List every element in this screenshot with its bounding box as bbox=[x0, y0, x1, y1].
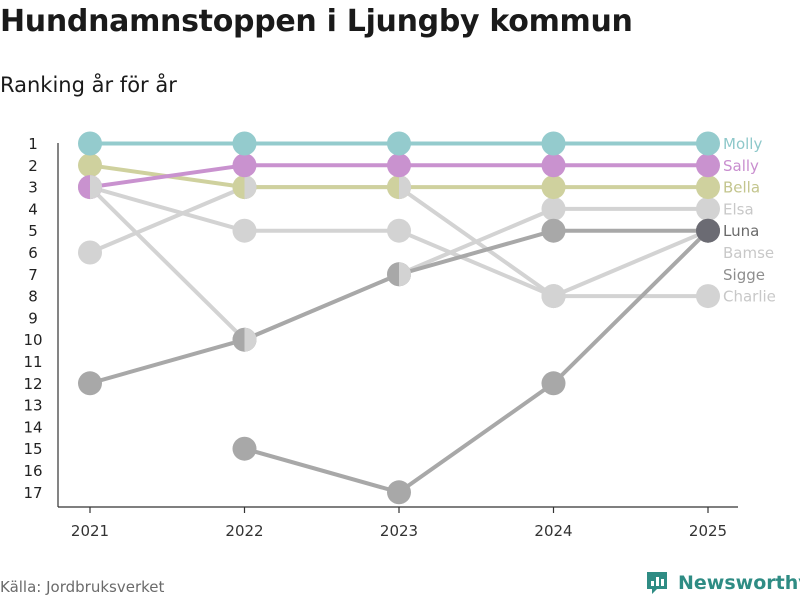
point-tie-half-charlie bbox=[553, 284, 566, 309]
chart-title: Hundnamnstoppen i Ljungby kommun bbox=[0, 4, 633, 39]
point-tie-half-elsa bbox=[90, 175, 102, 200]
y-tick-label: 10 bbox=[23, 331, 42, 349]
y-tick-label: 2 bbox=[28, 157, 38, 175]
point-tie-half-charlie bbox=[399, 175, 411, 200]
point-sally bbox=[696, 153, 720, 178]
end-label-luna: Luna bbox=[723, 222, 759, 240]
newsworthy-logo-icon bbox=[647, 572, 667, 594]
y-tick-label: 13 bbox=[23, 397, 42, 415]
point-tie-half-charlie bbox=[244, 175, 257, 200]
point-sally bbox=[232, 153, 257, 178]
y-tick-label: 7 bbox=[28, 266, 38, 284]
series-end-labels: Charlie Bamse Elsa Sigge Luna Bella Sally Molly bbox=[723, 135, 776, 306]
point-molly bbox=[78, 131, 102, 156]
point-luna bbox=[541, 218, 566, 243]
x-tick-label: 2021 bbox=[71, 522, 109, 540]
point-molly bbox=[232, 131, 257, 156]
point-molly bbox=[541, 131, 566, 156]
point-sally bbox=[387, 153, 411, 178]
brand-name: Newsworthy bbox=[678, 572, 800, 594]
y-tick-label: 15 bbox=[23, 440, 42, 458]
point-elsa bbox=[696, 196, 720, 221]
point-bella bbox=[696, 175, 720, 200]
series-line-sigge bbox=[242, 228, 710, 495]
y-tick-label: 12 bbox=[23, 375, 42, 393]
series-points bbox=[78, 131, 720, 505]
point-molly bbox=[387, 131, 411, 156]
y-tick-label: 14 bbox=[23, 418, 42, 436]
point-sigge bbox=[232, 436, 257, 461]
point-luna bbox=[78, 371, 102, 396]
point-luna bbox=[696, 218, 720, 243]
end-label-molly: Molly bbox=[723, 135, 762, 153]
point-sally bbox=[541, 153, 566, 178]
point-sigge bbox=[387, 480, 411, 505]
axes: 2021 2022 2023 2024 202512345678910111213141… bbox=[23, 135, 738, 540]
end-label-bella: Bella bbox=[723, 179, 760, 197]
x-tick-label: 2023 bbox=[380, 522, 418, 540]
source-note: Källa: Jordbruksverket bbox=[0, 578, 165, 596]
y-tick-label: 11 bbox=[23, 353, 42, 371]
x-tick-label: 2022 bbox=[225, 522, 263, 540]
end-label-sally: Sally bbox=[723, 157, 759, 175]
end-label-charlie: Charlie bbox=[723, 288, 776, 306]
chart-subtitle: Ranking år för år bbox=[0, 73, 177, 97]
y-tick-label: 16 bbox=[23, 462, 42, 480]
y-tick-label: 9 bbox=[28, 309, 38, 327]
point-charlie bbox=[696, 284, 720, 309]
y-tick-label: 3 bbox=[28, 179, 38, 197]
point-elsa bbox=[541, 196, 566, 221]
series-line-luna bbox=[88, 228, 710, 386]
y-tick-label: 8 bbox=[28, 288, 38, 306]
y-tick-label: 17 bbox=[23, 484, 42, 502]
brand-logo[interactable]: Newsworthy bbox=[644, 570, 800, 596]
end-label-sigge: Sigge bbox=[723, 266, 765, 284]
y-tick-label: 6 bbox=[28, 244, 38, 262]
point-bella bbox=[78, 153, 102, 178]
point-charlie bbox=[78, 240, 102, 265]
point-sigge bbox=[541, 371, 566, 396]
point-tie-half-elsa bbox=[399, 262, 411, 287]
point-tie-half-elsa bbox=[244, 327, 257, 352]
end-label-elsa: Elsa bbox=[723, 200, 754, 218]
y-tick-label: 4 bbox=[28, 200, 38, 218]
point-bella bbox=[541, 175, 566, 200]
y-tick-label: 5 bbox=[28, 222, 38, 240]
x-tick-label: 2024 bbox=[534, 522, 572, 540]
point-bamse bbox=[387, 218, 411, 243]
point-bamse bbox=[232, 218, 257, 243]
y-tick-label: 1 bbox=[28, 135, 38, 153]
x-tick-label: 2025 bbox=[689, 522, 727, 540]
point-molly bbox=[696, 131, 720, 156]
end-label-bamse: Bamse bbox=[723, 244, 774, 262]
